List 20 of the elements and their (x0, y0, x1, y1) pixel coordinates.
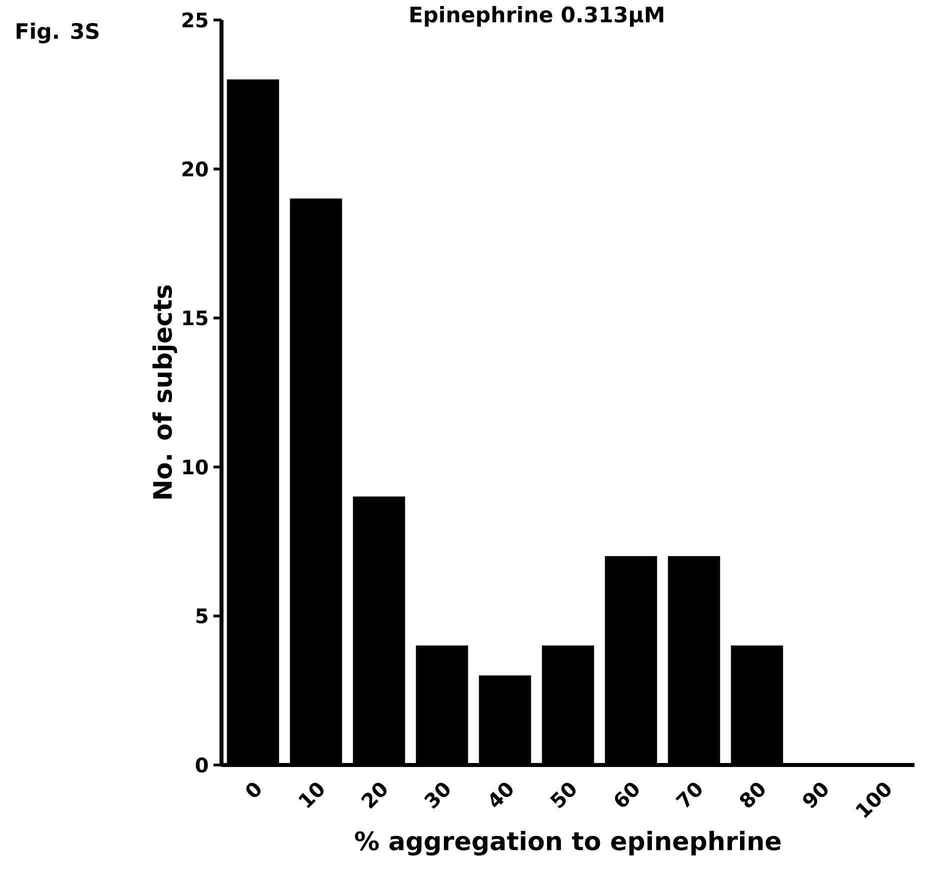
caption: Fig. 3S (16, 22, 99, 44)
x-tick-label: 70 (675, 782, 702, 808)
y-axis-title: No. of subjects (152, 285, 178, 498)
x-tick-label: 30 (424, 782, 450, 809)
y-tick-label: 15 (183, 310, 208, 326)
x-tick-label: 20 (361, 782, 387, 809)
x-axis-title: % aggregation to epinephrine (355, 830, 781, 856)
x-tick-label: 90 (803, 782, 828, 808)
y-tick-label: 5 (196, 608, 208, 624)
x-tick-label: 0 (246, 782, 261, 798)
chart-title: Epinephrine 0.313μM (410, 6, 664, 27)
y-tick-label: 0 (196, 757, 208, 773)
x-tick-label: 40 (490, 782, 513, 808)
x-tick-label: 50 (550, 782, 576, 808)
x-tick-label: 10 (298, 782, 324, 808)
x-tick-label: 60 (614, 782, 639, 807)
y-tick-label: 20 (182, 161, 208, 177)
y-tick-label: 10 (183, 459, 208, 475)
x-tick-label: 80 (740, 782, 765, 808)
y-tick-label: 25 (182, 12, 208, 28)
